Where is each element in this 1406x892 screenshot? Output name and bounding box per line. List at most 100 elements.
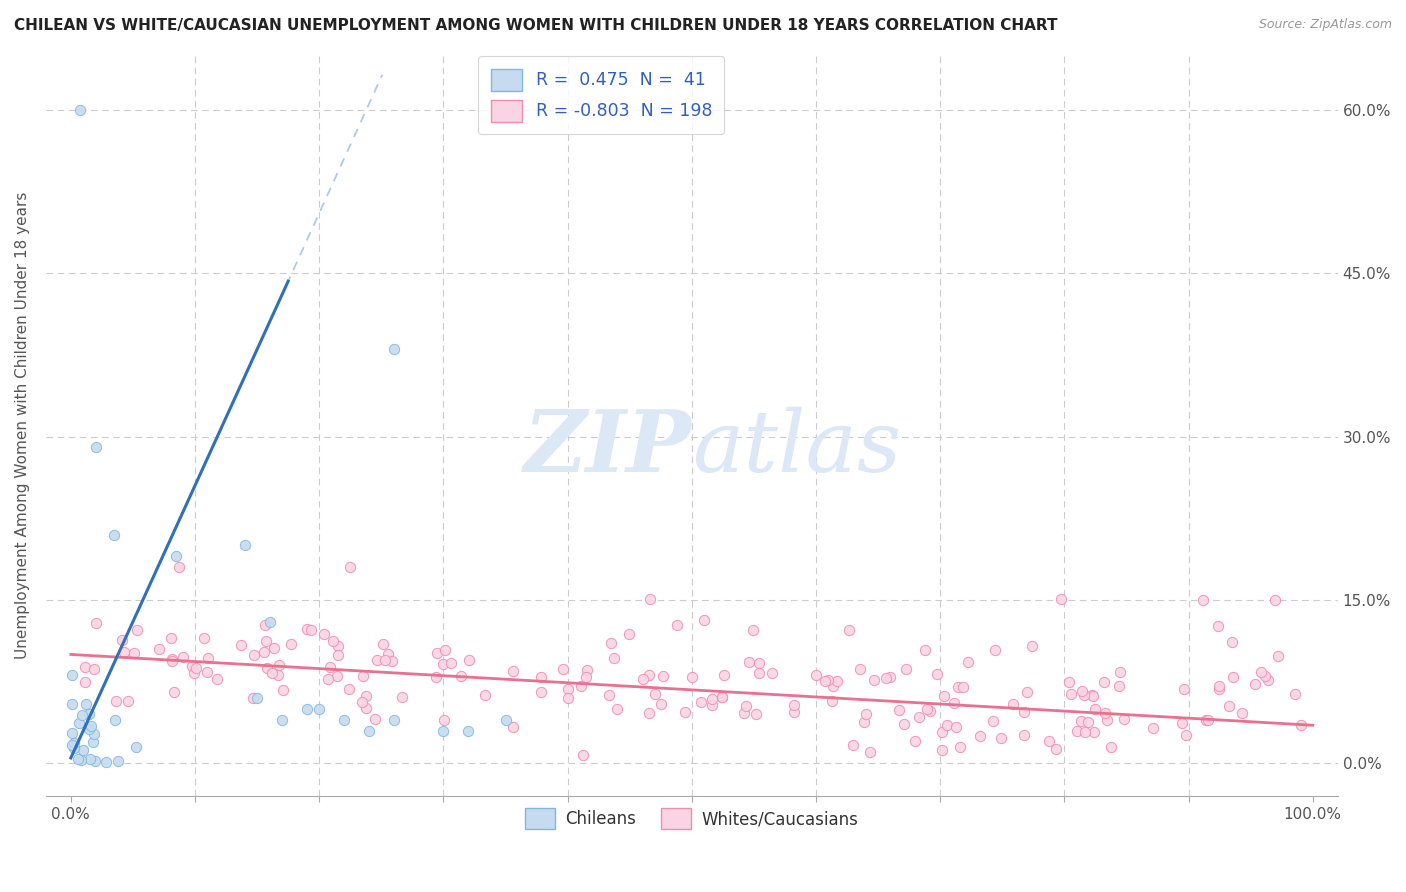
Point: [1077, 715, 1099, 730]
Point: [318, 659, 340, 673]
Point: [295, 702, 318, 716]
Point: [1083, 724, 1105, 739]
Point: [84, 441, 107, 455]
Point: [94, 756, 117, 770]
Point: [254, 634, 277, 648]
Point: [783, 705, 806, 719]
Point: [1244, 677, 1267, 691]
Text: Source: ZipAtlas.com: Source: ZipAtlas.com: [1258, 18, 1392, 31]
Point: [253, 645, 276, 659]
Point: [391, 690, 413, 704]
Point: [148, 641, 170, 656]
Point: [112, 645, 135, 659]
Point: [576, 664, 599, 678]
Point: [117, 694, 139, 708]
Point: [1257, 673, 1279, 687]
Point: [60, 725, 83, 739]
Point: [70, 708, 93, 723]
Point: [357, 723, 380, 738]
Point: [1012, 728, 1035, 742]
Point: [650, 697, 672, 711]
Point: [254, 618, 277, 632]
Point: [160, 631, 183, 645]
Point: [748, 657, 770, 671]
Point: [77, 706, 100, 721]
Point: [502, 664, 524, 678]
Point: [1208, 682, 1230, 697]
Point: [553, 662, 575, 676]
Point: [267, 668, 290, 682]
Point: [838, 623, 860, 637]
Point: [246, 691, 269, 706]
Point: [1208, 679, 1230, 693]
Point: [825, 673, 848, 688]
Point: [1021, 639, 1043, 653]
Point: [896, 661, 918, 675]
Point: [1206, 619, 1229, 633]
Point: [450, 669, 472, 683]
Point: [382, 343, 405, 357]
Point: [1066, 724, 1088, 739]
Point: [644, 687, 666, 701]
Point: [925, 667, 948, 681]
Point: [640, 592, 662, 607]
Point: [1073, 725, 1095, 739]
Point: [83, 754, 105, 768]
Point: [606, 701, 628, 715]
Point: [195, 665, 218, 680]
Point: [946, 680, 969, 694]
Point: [841, 738, 863, 752]
Point: [181, 659, 204, 673]
Point: [700, 698, 723, 713]
Point: [169, 560, 191, 574]
Point: [172, 650, 194, 665]
Point: [183, 666, 205, 681]
Point: [75, 660, 97, 674]
Point: [1267, 648, 1289, 663]
Point: [745, 707, 768, 722]
Point: [557, 691, 579, 706]
Point: [652, 668, 675, 682]
Point: [104, 713, 127, 727]
Point: [598, 689, 620, 703]
Point: [350, 695, 373, 709]
Point: [1175, 728, 1198, 742]
Point: [1099, 739, 1122, 754]
Point: [814, 673, 837, 688]
Point: [530, 670, 553, 684]
Point: [1015, 684, 1038, 698]
Point: [879, 669, 901, 683]
Point: [1112, 712, 1135, 726]
Point: [733, 706, 755, 721]
Point: [297, 622, 319, 636]
Point: [458, 653, 481, 667]
Point: [72, 743, 94, 757]
Point: [381, 655, 404, 669]
Point: [952, 680, 974, 694]
Point: [990, 731, 1012, 746]
Point: [804, 668, 827, 682]
Point: [184, 661, 207, 675]
Point: [700, 692, 723, 706]
Point: [1050, 592, 1073, 607]
Point: [440, 656, 463, 670]
Point: [356, 701, 378, 715]
Point: [63, 740, 86, 755]
Point: [1254, 669, 1277, 683]
Point: [60, 738, 83, 752]
Point: [165, 549, 187, 564]
Point: [75, 697, 97, 711]
Point: [269, 657, 291, 672]
Point: [875, 672, 897, 686]
Point: [918, 704, 941, 718]
Point: [817, 673, 839, 688]
Point: [887, 703, 910, 717]
Point: [271, 713, 294, 727]
Point: [1264, 593, 1286, 607]
Point: [308, 702, 330, 716]
Point: [316, 672, 339, 686]
Point: [86, 616, 108, 631]
Point: [681, 671, 703, 685]
Point: [1071, 684, 1094, 698]
Point: [711, 690, 734, 704]
